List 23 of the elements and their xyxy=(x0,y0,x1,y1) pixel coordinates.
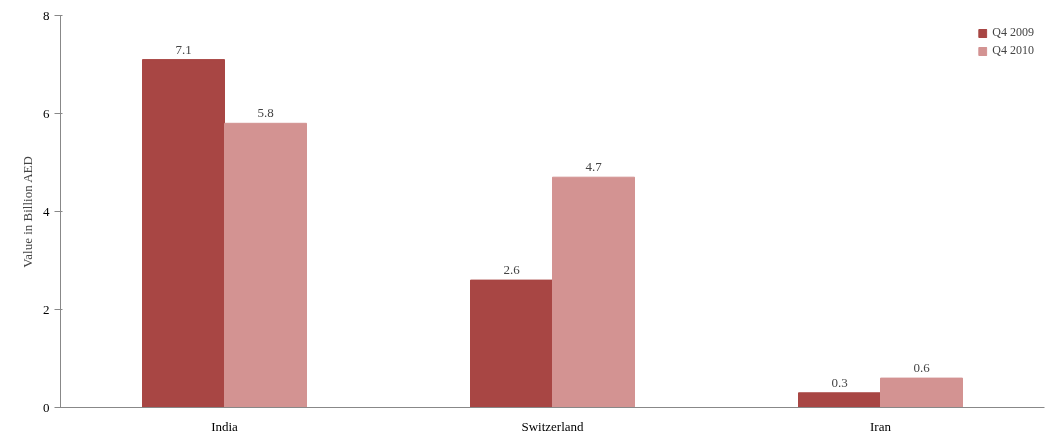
data-label: 2.6 xyxy=(503,262,521,278)
legend-label: Q4 2009 xyxy=(992,25,1034,40)
y-tick-label: 0 xyxy=(43,399,50,415)
x-tick-label: Iran xyxy=(870,418,892,434)
bar xyxy=(470,279,553,408)
x-tick-label: India xyxy=(211,418,239,434)
data-label: 0.3 xyxy=(831,374,848,390)
data-label: 7.1 xyxy=(175,41,192,57)
bar xyxy=(880,377,963,408)
legend-label: Q4 2010 xyxy=(992,43,1034,58)
y-axis-title: Value in Billion AED xyxy=(20,156,35,268)
x-tick-label: Switzerland xyxy=(521,418,585,434)
data-label: 5.8 xyxy=(257,105,274,121)
y-tick-label: 6 xyxy=(43,105,50,121)
y-tick-label: 2 xyxy=(43,301,50,317)
data-label: 4.7 xyxy=(585,159,603,175)
bar xyxy=(798,392,881,408)
bar xyxy=(224,122,307,408)
data-label: 0.6 xyxy=(913,360,931,376)
y-tick-label: 8 xyxy=(43,7,50,23)
y-tick-label: 4 xyxy=(43,203,50,219)
bar xyxy=(552,176,635,408)
bar xyxy=(142,59,225,408)
